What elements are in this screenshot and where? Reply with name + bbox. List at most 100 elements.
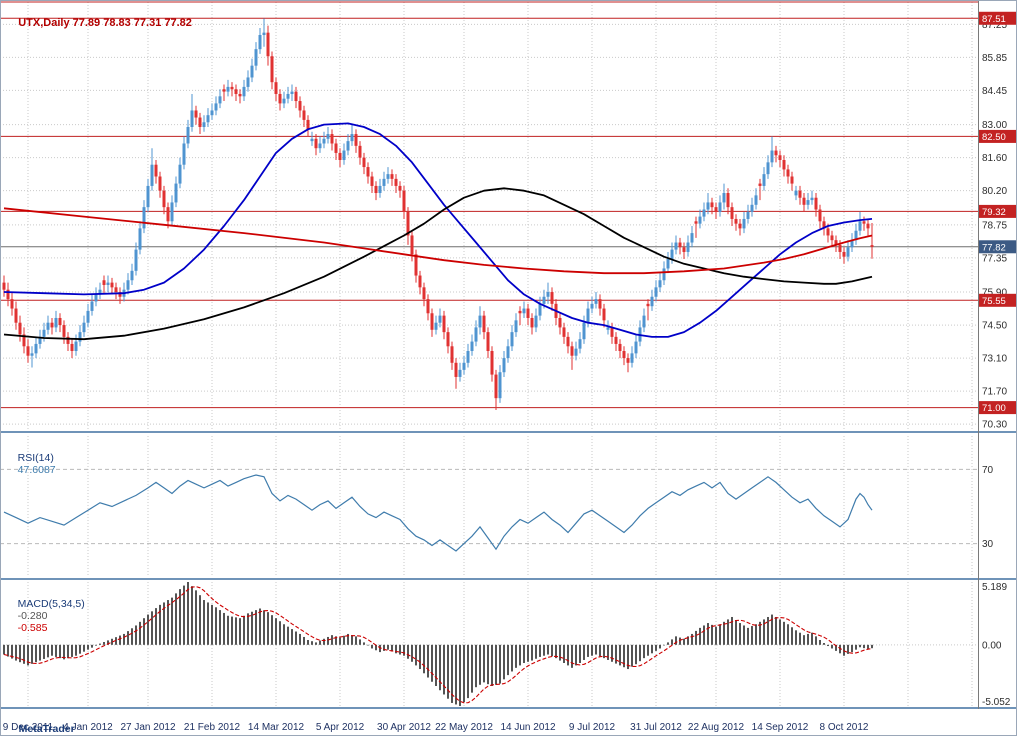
svg-text:30: 30 (982, 539, 994, 550)
candle-body (114, 287, 118, 293)
vertical-gridlines (27, 2, 973, 706)
candle-body (354, 134, 358, 146)
candle-body (298, 101, 302, 111)
candle-body (294, 91, 298, 102)
candle-body (482, 315, 486, 333)
candle-body (654, 287, 658, 297)
candle-body (86, 310, 90, 323)
svg-text:77.35: 77.35 (982, 253, 1007, 264)
candle-body (218, 96, 222, 104)
candle-body (858, 221, 862, 231)
candle-body (730, 207, 734, 219)
candle-body (226, 86, 230, 92)
svg-text:0.00: 0.00 (982, 640, 1002, 651)
price-line-tag[interactable]: 87.51 (979, 11, 1016, 25)
candle-body (694, 221, 698, 224)
svg-text:9 Dec 2011: 9 Dec 2011 (3, 722, 54, 733)
candle-body (538, 303, 542, 316)
candle-body (214, 103, 218, 111)
candle-body (274, 82, 278, 94)
rsi-levels (0, 468, 978, 545)
candle-body (834, 240, 838, 245)
candle-body (242, 86, 246, 97)
candle-body (794, 190, 798, 196)
candle-body (518, 310, 522, 314)
candle-body (210, 110, 214, 116)
horizontal-price-lines[interactable] (0, 1, 978, 409)
price-axis[interactable]: 87.25 85.85 84.45 83.00 81.60 80.20 78.75 77.35… (982, 20, 1011, 708)
candle-body (198, 117, 202, 127)
svg-text:22 Aug 2012: 22 Aug 2012 (688, 722, 745, 733)
candle-body (714, 207, 718, 212)
candle-body (182, 143, 186, 165)
candle-body (738, 223, 742, 229)
candle-body (330, 134, 334, 144)
candle-body (830, 235, 834, 241)
price-line-tag[interactable]: 71.00 (979, 401, 1016, 415)
candle-body (282, 98, 286, 104)
candle-body (406, 211, 410, 236)
candle-body (162, 190, 166, 208)
candle-body (698, 216, 702, 224)
candle-body (718, 202, 722, 212)
svg-text:75.90: 75.90 (982, 288, 1007, 299)
chart-title-text: UTX,Daily 77.89 78.83 77.31 77.82 (18, 17, 192, 29)
candle-body (6, 289, 10, 300)
candle-body (706, 202, 710, 210)
candle-body (22, 334, 26, 347)
candle-body (622, 351, 626, 359)
time-axis[interactable]: 9 Dec 2011 4 Jan 2012 27 Jan 2012 21 Feb 20… (3, 722, 869, 733)
candle-body (170, 202, 174, 222)
candle-body (778, 155, 782, 160)
candle-body (10, 299, 14, 309)
candle-body (842, 251, 846, 257)
candles-series (2, 18, 874, 410)
candle-body (246, 77, 250, 87)
candle-body (590, 303, 594, 309)
candle-body (322, 138, 326, 144)
candle-body (726, 193, 730, 208)
candle-body (2, 282, 6, 290)
macd-signal-line (3, 586, 873, 704)
candle-body (38, 336, 42, 344)
candle-body (50, 322, 54, 328)
panel-separators[interactable] (0, 431, 1017, 709)
candle-body (350, 134, 354, 142)
candle-body (866, 223, 870, 229)
ma-red-line (3, 207, 873, 275)
macd-label-main-value: -0.280 (17, 610, 48, 622)
macd-indicator-label: MACD(5,34,5) -0.280 -0.585 (6, 586, 85, 646)
candle-body (202, 122, 206, 127)
rsi-line (3, 474, 873, 552)
price-line-tag[interactable]: 79.32 (979, 204, 1016, 218)
candle-body (670, 249, 674, 260)
candle-body (570, 346, 574, 356)
candle-body (466, 351, 470, 363)
candle-body (166, 207, 170, 222)
candle-body (194, 110, 198, 118)
svg-text:14 Jun 2012: 14 Jun 2012 (500, 722, 555, 733)
candle-body (470, 341, 474, 352)
candle-body (450, 346, 454, 363)
candle-body (150, 164, 154, 186)
svg-text:5 Apr 2012: 5 Apr 2012 (316, 722, 365, 733)
current-price-tag[interactable]: 77.82 (979, 240, 1016, 254)
candle-body (818, 209, 822, 222)
candle-body (814, 197, 818, 210)
candle-body (746, 211, 750, 219)
price-line-tag[interactable]: 82.50 (979, 129, 1016, 143)
candle-body (630, 353, 634, 363)
candle-body (414, 254, 418, 276)
svg-text:14 Mar 2012: 14 Mar 2012 (248, 722, 305, 733)
candle-body (370, 176, 374, 186)
candle-body (530, 317, 534, 328)
candle-body (178, 164, 182, 184)
candle-body (426, 299, 430, 314)
candle-body (750, 204, 754, 212)
candle-body (434, 322, 438, 330)
candle-body (682, 247, 686, 252)
candle-body (618, 343, 622, 352)
svg-text:74.50: 74.50 (982, 321, 1007, 332)
price-line-tag[interactable]: 75.55 (979, 293, 1016, 307)
